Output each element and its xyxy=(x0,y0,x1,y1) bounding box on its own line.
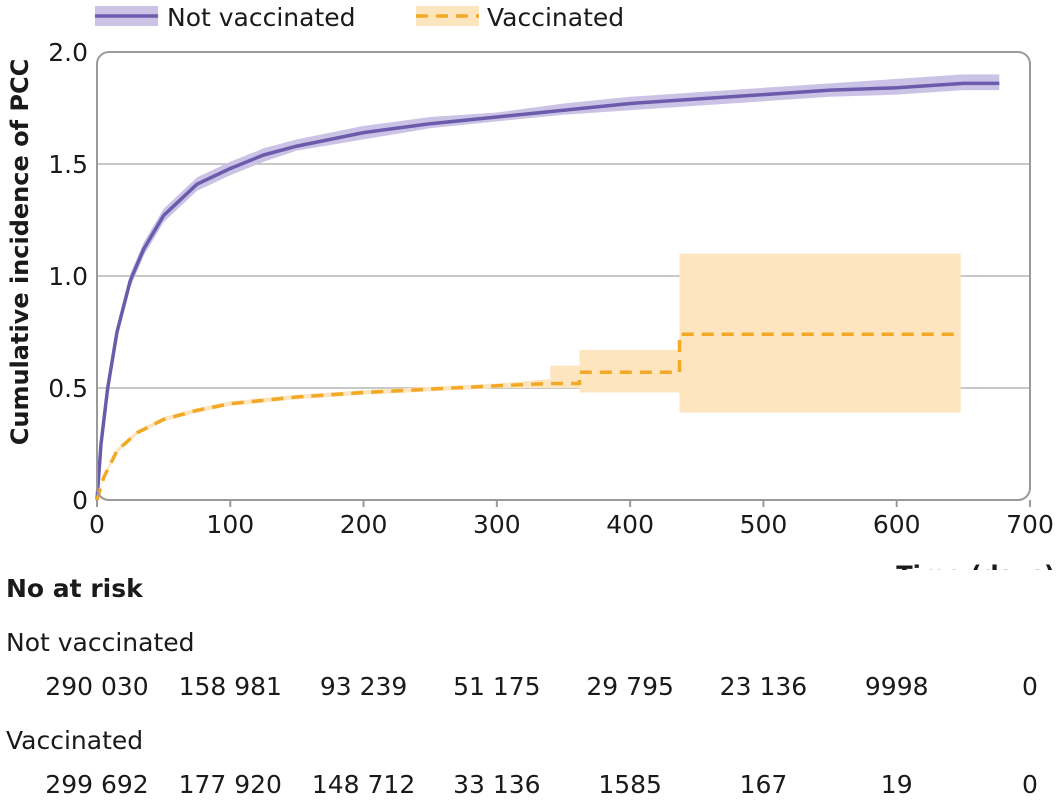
risk-count: 0 xyxy=(1022,672,1038,701)
risk-count: 1585 xyxy=(598,770,662,799)
risk-count: 51 175 xyxy=(453,672,541,701)
risk-row-label: Not vaccinated xyxy=(6,628,195,657)
legend: Not vaccinated Vaccinated xyxy=(95,3,624,32)
x-tick-label: 200 xyxy=(340,510,388,539)
risk-count: 9998 xyxy=(864,672,929,701)
series-lines xyxy=(95,81,1000,501)
risk-count: 158 981 xyxy=(178,672,282,701)
y-axis-ticks: 0 0.5 1.0 1.5 2.0 xyxy=(48,38,88,515)
plot-frame xyxy=(96,51,1031,501)
y-axis-label: Cumulative incidence of PCC xyxy=(6,59,34,445)
y-tick-label: 2.0 xyxy=(48,38,88,67)
x-tick-label: 600 xyxy=(873,510,921,539)
risk-count: 33 136 xyxy=(453,770,541,799)
vaccinated-line xyxy=(95,332,961,501)
x-axis-ticks: 0 100 200 300 400 500 600 700 xyxy=(89,500,1054,539)
y-tick-label: 0.5 xyxy=(48,374,88,403)
vaccinated-ci-band xyxy=(97,379,551,500)
number-at-risk-table: No at risk Not vaccinated 290 030 158 981 9… xyxy=(0,570,1057,804)
x-tick-label: 100 xyxy=(206,510,254,539)
risk-count: 19 xyxy=(880,770,913,799)
y-tick-label: 1.0 xyxy=(48,262,88,291)
vaccinated-ci-band xyxy=(679,253,961,413)
risk-count: 167 xyxy=(739,770,788,799)
x-tick-label: 300 xyxy=(473,510,521,539)
y-tick-label: 0 xyxy=(72,486,88,515)
x-tick-label: 500 xyxy=(740,510,788,539)
risk-count: 299 692 xyxy=(45,770,149,799)
not-vaccinated-line xyxy=(95,81,1000,501)
confidence-bands xyxy=(97,74,1000,501)
legend-label: Not vaccinated xyxy=(167,3,356,32)
y-tick-label: 1.5 xyxy=(48,150,88,179)
x-tick-label: 400 xyxy=(606,510,654,539)
risk-count: 29 795 xyxy=(586,672,674,701)
legend-label: Vaccinated xyxy=(487,3,624,32)
x-tick-label: 700 xyxy=(1006,510,1054,539)
risk-count: 290 030 xyxy=(45,672,149,701)
risk-row-label: Vaccinated xyxy=(6,726,144,755)
x-tick-label: 0 xyxy=(89,510,105,539)
risk-count: 93 239 xyxy=(319,672,408,701)
risk-count: 0 xyxy=(1022,770,1038,799)
risk-count: 23 136 xyxy=(719,672,808,701)
km-chart: 0 100 200 300 400 500 600 700 0 0.5 1.0 1.5 2.0 Not… xyxy=(6,3,1055,570)
risk-count: 177 920 xyxy=(178,770,282,799)
x-axis-label: Time (days) xyxy=(896,561,1055,570)
risk-count: 148 712 xyxy=(311,770,416,799)
risk-table-title: No at risk xyxy=(6,574,143,603)
